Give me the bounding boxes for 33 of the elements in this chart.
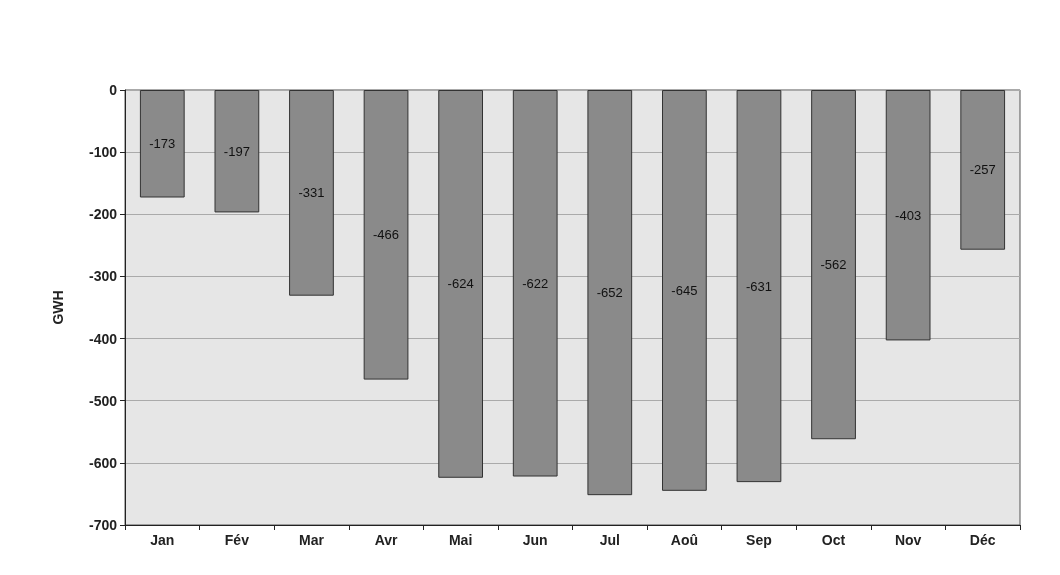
data-label: -622 xyxy=(522,275,549,291)
y-tick-label: 0 xyxy=(109,82,118,98)
y-tick-label: -200 xyxy=(88,206,118,223)
x-tick-label: Mai xyxy=(448,532,473,548)
data-label: -652 xyxy=(596,285,623,301)
data-label: -631 xyxy=(745,278,772,294)
data-label: -173 xyxy=(149,136,176,152)
x-tick-label: Mar xyxy=(299,532,325,548)
x-tick-label: Oct xyxy=(821,532,846,548)
y-tick-label: -300 xyxy=(88,268,118,285)
data-label: -466 xyxy=(373,227,400,243)
x-tick-label: Jan xyxy=(150,532,175,548)
data-label: -562 xyxy=(820,257,847,273)
x-tick-label: Fév xyxy=(224,532,250,548)
x-tick-label: Aoû xyxy=(670,532,698,548)
x-tick-label: Déc xyxy=(969,532,996,548)
data-label: -403 xyxy=(895,207,922,223)
x-tick-label: Nov xyxy=(894,532,922,548)
x-tick-label: Sep xyxy=(746,532,772,548)
data-label: -645 xyxy=(671,282,698,298)
x-tick-label: Jul xyxy=(599,532,620,548)
data-label: -624 xyxy=(447,276,474,292)
data-label: -331 xyxy=(298,185,325,201)
data-label: -257 xyxy=(969,162,996,178)
y-tick-label: -100 xyxy=(88,144,118,161)
data-label: -197 xyxy=(223,143,250,159)
y-axis-title: GWH xyxy=(50,290,66,325)
x-tick-label: Jun xyxy=(522,532,548,548)
y-tick-label: -600 xyxy=(88,454,118,471)
x-tick-label: Avr xyxy=(374,532,398,548)
y-tick-label: -500 xyxy=(88,392,118,409)
y-tick-label: -400 xyxy=(88,330,118,347)
y-tick-label: -700 xyxy=(88,517,118,533)
